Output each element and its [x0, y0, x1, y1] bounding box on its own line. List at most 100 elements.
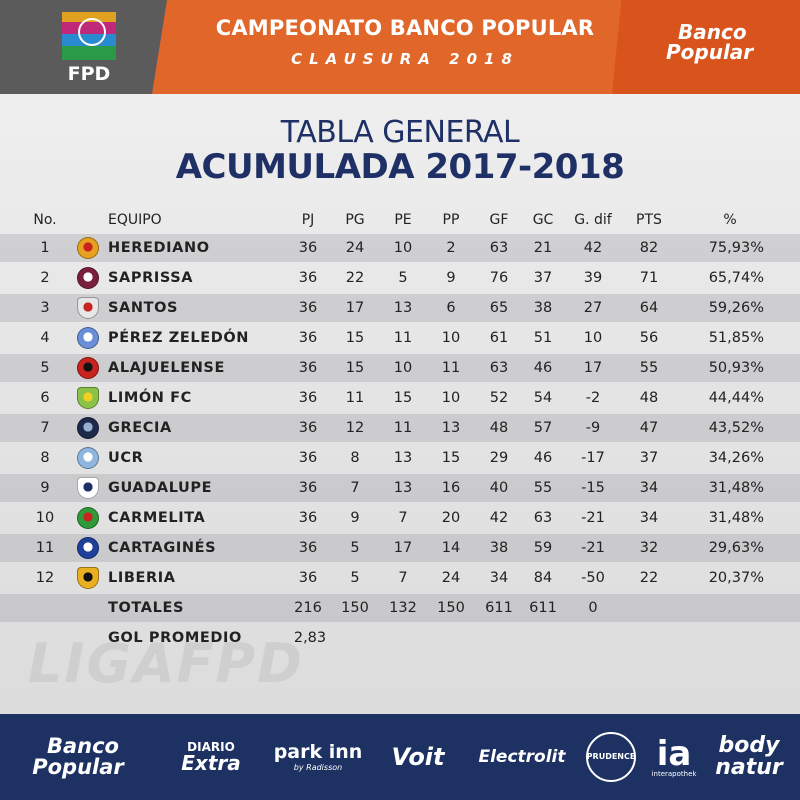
- row-pg: 7: [350, 480, 360, 496]
- fpd-logo-text: FPD: [68, 63, 111, 85]
- row-pct: 34,26%: [708, 450, 764, 466]
- row-gdif: -2: [585, 390, 601, 406]
- totals-pj: 216: [294, 600, 322, 616]
- row-pj: 36: [298, 240, 318, 256]
- row-pts: 82: [639, 240, 659, 256]
- row-pj: 36: [298, 480, 318, 496]
- row-gf: 42: [489, 510, 509, 526]
- sponsor-banco-popular[interactable]: Banco Popular: [18, 714, 148, 800]
- row-pg: 5: [350, 540, 360, 556]
- row-gf: 48: [489, 420, 509, 436]
- row-pe: 15: [393, 390, 413, 406]
- table-row: 11 CARTAGINÉS 36 5 17 14 38 59 -21 32 29…: [0, 534, 800, 562]
- row-pg: 24: [345, 240, 365, 256]
- row-gc: 57: [533, 420, 553, 436]
- col-header-pe: PE: [394, 212, 412, 228]
- row-pp: 15: [441, 450, 461, 466]
- row-pj: 36: [298, 270, 318, 286]
- row-gdif: 39: [583, 270, 603, 286]
- team-badge: [72, 444, 104, 472]
- sponsor-prudence[interactable]: PRUDENCE: [582, 714, 640, 800]
- team-badge: [72, 534, 104, 562]
- sponsor-ia-l2: interapothek: [651, 769, 697, 778]
- row-pct: 43,52%: [708, 420, 764, 436]
- row-gdif: -21: [581, 540, 605, 556]
- sponsor-diario-extra-l1: DIARIO: [187, 740, 235, 754]
- row-pe: 17: [393, 540, 413, 556]
- team-badge: [72, 234, 104, 262]
- row-team-name: SANTOS: [108, 300, 179, 316]
- table-row: 8 UCR 36 8 13 15 29 46 -17 37 34,26%: [0, 444, 800, 472]
- row-gf: 65: [489, 300, 509, 316]
- sponsor-park-inn[interactable]: park inn by Radisson: [268, 714, 368, 800]
- header-title-panel: [152, 0, 652, 94]
- row-pg: 5: [350, 570, 360, 586]
- row-pj: 36: [298, 390, 318, 406]
- sponsor-body-natur-l1: body: [718, 733, 780, 758]
- row-team-name: UCR: [108, 450, 144, 466]
- sponsor-electrolit-label: Electrolit: [478, 746, 566, 767]
- row-pp: 10: [441, 330, 461, 346]
- row-gc: 84: [533, 570, 553, 586]
- row-gc: 38: [533, 300, 553, 316]
- row-pts: 55: [639, 360, 659, 376]
- table-row: 3 SANTOS 36 17 13 6 65 38 27 64 59,26%: [0, 294, 800, 322]
- row-pj: 36: [298, 570, 318, 586]
- sponsor-body-natur[interactable]: body natur: [706, 714, 792, 800]
- sponsor-voit[interactable]: Voit: [376, 714, 460, 800]
- table-row: 2 SAPRISSA 36 22 5 9 76 37 39 71 65,74%: [0, 264, 800, 292]
- row-gf: 40: [489, 480, 509, 496]
- row-gdif: -21: [581, 510, 605, 526]
- sponsor-interapothek[interactable]: ia interapothek: [646, 714, 702, 800]
- team-badge: [72, 504, 104, 532]
- row-pj: 36: [298, 510, 318, 526]
- row-team-name: SAPRISSA: [108, 270, 194, 286]
- row-position: 4: [40, 330, 50, 346]
- row-gdif: 17: [583, 360, 603, 376]
- row-team-name: HEREDIANO: [108, 240, 210, 256]
- row-gf: 38: [489, 540, 509, 556]
- team-crest-icon: [77, 297, 99, 319]
- row-gdif: 27: [583, 300, 603, 316]
- row-gc: 37: [533, 270, 553, 286]
- row-pe: 7: [398, 510, 408, 526]
- col-header-team: EQUIPO: [108, 212, 162, 228]
- row-gf: 76: [489, 270, 509, 286]
- table-header: No. EQUIPO PJ PG PE PP GF GC G. dif PTS …: [0, 208, 800, 232]
- row-pct: 44,44%: [708, 390, 764, 406]
- row-pp: 9: [446, 270, 456, 286]
- sponsor-park-inn-l1: park inn: [273, 740, 363, 763]
- row-pj: 36: [298, 540, 318, 556]
- col-header-gdif: G. dif: [574, 212, 612, 228]
- goal-average-value: 2,83: [293, 630, 327, 646]
- sponsor-diario-extra[interactable]: DIARIO Extra: [166, 714, 256, 800]
- row-pp: 24: [441, 570, 461, 586]
- sponsor-electrolit[interactable]: Electrolit: [470, 714, 574, 800]
- ligafpd-watermark: LIGAFPD: [28, 632, 304, 695]
- col-header-pp: PP: [442, 212, 460, 228]
- sponsor-banco-popular-l2: Popular: [32, 755, 124, 779]
- banco-popular-logo: Banco Popular: [660, 22, 790, 68]
- sponsor-park-inn-l2: by Radisson: [293, 762, 343, 772]
- team-crest-icon: [77, 357, 99, 379]
- row-pe: 11: [393, 420, 413, 436]
- row-team-name: PÉREZ ZELEDÓN: [108, 330, 250, 346]
- row-pg: 9: [350, 510, 360, 526]
- team-crest-icon: [77, 327, 99, 349]
- fpd-logo: FPD: [62, 12, 116, 85]
- row-pts: 56: [639, 330, 659, 346]
- team-badge: [72, 354, 104, 382]
- row-pts: 34: [639, 480, 659, 496]
- row-pp: 11: [441, 360, 461, 376]
- totals-pg: 150: [341, 600, 369, 616]
- row-pe: 10: [393, 240, 413, 256]
- row-team-name: GRECIA: [108, 420, 172, 436]
- totals-gdif: 0: [588, 600, 598, 616]
- row-pe: 7: [398, 570, 408, 586]
- sponsor-ia-l1: ia: [656, 733, 692, 774]
- row-pg: 8: [350, 450, 360, 466]
- col-header-pct: %: [723, 212, 737, 228]
- team-badge: [72, 564, 104, 592]
- sponsor-body-natur-l2: natur: [715, 755, 783, 780]
- page-banner-title: CAMPEONATO BANCO POPULAR: [215, 16, 595, 40]
